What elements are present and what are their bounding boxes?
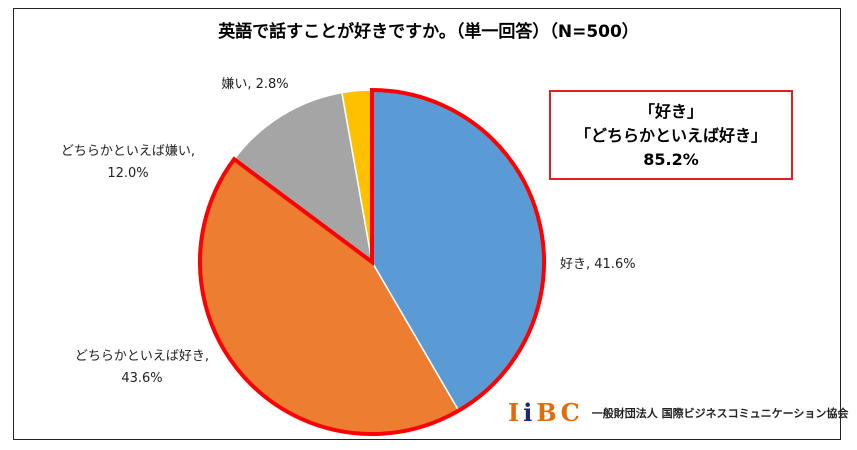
data-label: 嫌い, 2.8% — [221, 77, 288, 92]
highlight-outline — [198, 87, 546, 436]
chart-frame — [13, 8, 841, 440]
pie-slice — [233, 91, 374, 264]
data-label: どちらかといえば好き, — [75, 349, 209, 364]
chart-title: 英語で話すことが好きですか。（単一回答）（N=500） — [218, 22, 639, 42]
data-label: 好き, 41.6% — [560, 257, 636, 272]
data-label: どちらかといえば嫌い, — [61, 144, 195, 159]
data-label: 12.0% — [107, 166, 148, 181]
logo-letter: B — [536, 398, 557, 427]
iibc-logo: I i B C 一般財団法人 国際ビジネスコミュニケーション協会 — [508, 398, 848, 427]
data-label: 43.6% — [121, 371, 162, 386]
annotation-line: 85.2% — [643, 150, 699, 169]
annotation-box: 「好き」 「どちらかといえば好き」 85.2% — [549, 90, 793, 180]
annotation-line: 「好き」 — [638, 102, 703, 121]
logo-letter: I — [508, 398, 520, 427]
logo-letter: i — [523, 398, 533, 427]
org-name: 一般財団法人 国際ビジネスコミュニケーション協会 — [591, 406, 849, 420]
logo-letter: C — [560, 398, 580, 427]
annotation-line: 「どちらかといえば好き」 — [574, 126, 767, 145]
